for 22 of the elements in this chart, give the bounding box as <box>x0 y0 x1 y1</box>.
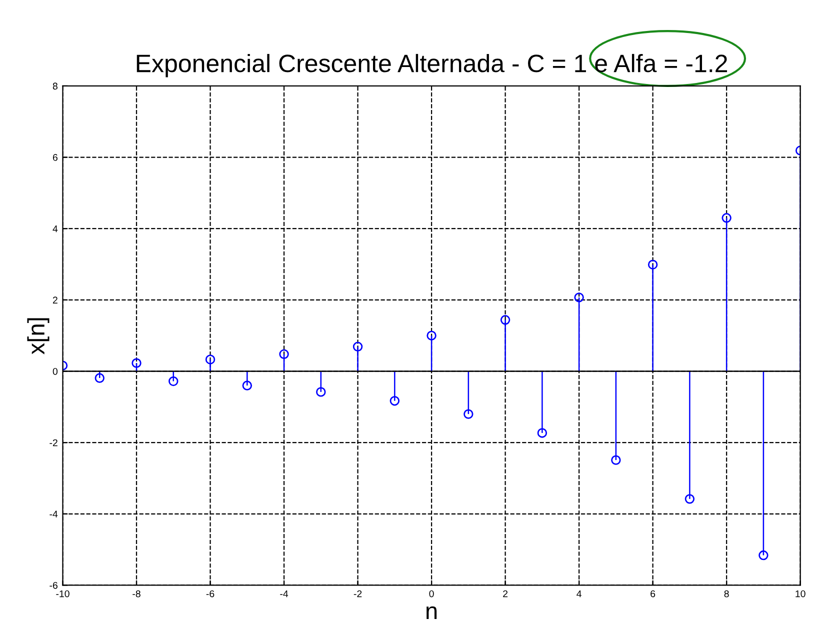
x-tick-label: -8 <box>132 590 140 598</box>
chart-title: Exponencial Crescente Alternada - C = 1 e Alfa = -1.2 <box>136 54 728 78</box>
y-tick-label: 8 <box>52 82 58 90</box>
x-tick-label: 10 <box>796 590 806 598</box>
x-tick-label: -10 <box>56 590 70 598</box>
x-tick-label: 6 <box>650 590 656 598</box>
y-axis-title: x[n] <box>27 318 50 354</box>
x-axis-title: n <box>426 606 437 620</box>
x-tick-label: 0 <box>429 590 434 598</box>
x-tick-label: 4 <box>576 590 582 598</box>
y-tick-label: -4 <box>50 510 58 518</box>
y-tick-label: 4 <box>52 225 58 232</box>
x-tick-label: -4 <box>280 590 288 598</box>
y-tick-label: 6 <box>52 154 58 161</box>
x-tick-label: 2 <box>503 590 508 598</box>
y-tick-label: -6 <box>50 582 58 589</box>
y-tick-label: 2 <box>52 296 58 304</box>
x-tick-label: -2 <box>354 590 362 598</box>
x-tick-label: -6 <box>206 590 214 598</box>
y-tick-label: 0 <box>52 368 58 375</box>
x-tick-label: 8 <box>724 590 729 598</box>
y-tick-label: -2 <box>50 439 58 446</box>
